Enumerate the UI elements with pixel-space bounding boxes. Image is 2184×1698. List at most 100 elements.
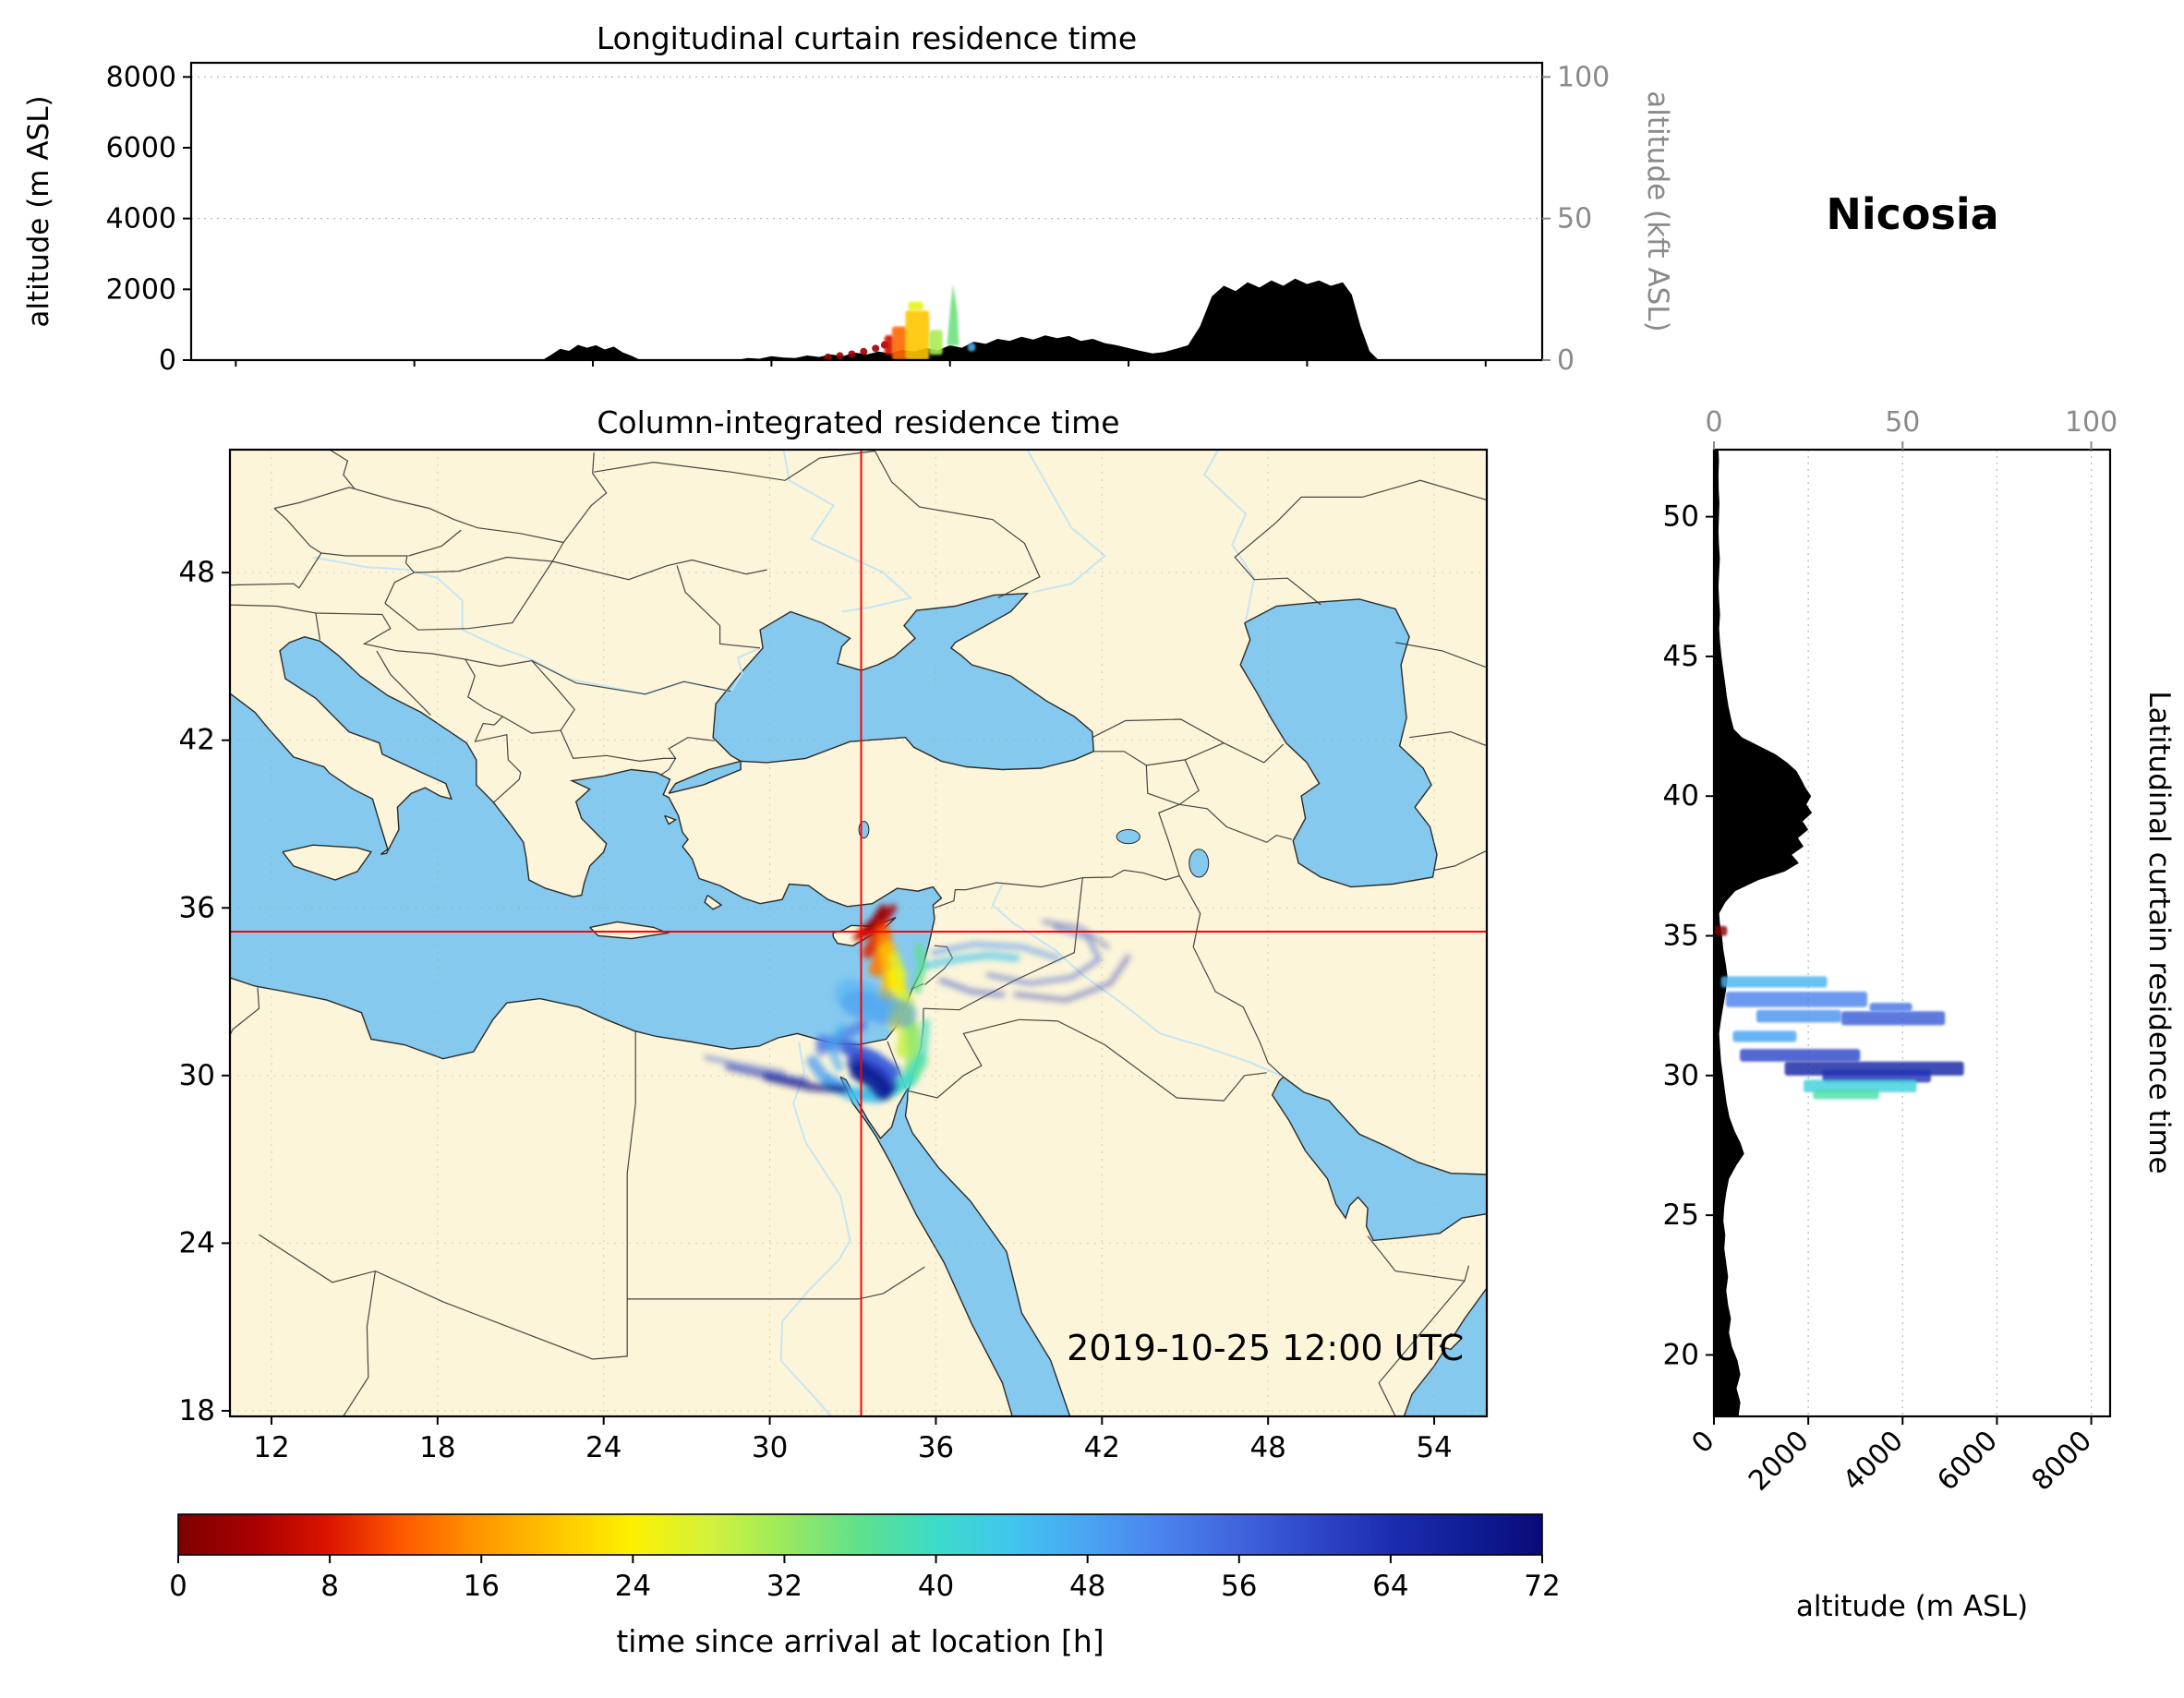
colorbar-tick-label: 8 [320, 1570, 339, 1603]
colorbar-tick-label: 72 [1524, 1570, 1560, 1603]
plume-streak [834, 979, 899, 1020]
country-border [230, 604, 382, 616]
lake-van [1116, 829, 1140, 845]
colorbar: 0 8 16 24 32 40 48 56 64 72 [169, 1513, 1561, 1603]
residence-patch [1813, 1089, 1879, 1100]
residence-dot [848, 350, 856, 358]
lon-tick-label: 36 [918, 1431, 954, 1464]
plume-streak [938, 977, 1006, 998]
residence-patch [1725, 992, 1867, 1007]
right-panel-content [1714, 450, 2093, 1416]
crete [589, 921, 670, 940]
country-border [376, 650, 431, 716]
y-tick-label-right: 50 [1557, 203, 1592, 235]
country-border [1409, 730, 1487, 747]
top-panel-ylabel-right: altitude (kft ASL) [1641, 90, 1674, 332]
lat-tick-label: 50 [1663, 500, 1699, 534]
residence-patch [1720, 976, 1828, 988]
country-border [1013, 877, 1083, 982]
y-tick-label: 0 [159, 344, 176, 377]
colorbar-gradient [177, 1513, 1543, 1556]
residence-patch [1714, 925, 1728, 936]
residence-patch [1732, 1030, 1797, 1042]
residence-patch [929, 330, 943, 355]
top-panel-content [191, 76, 1542, 360]
black-sea [712, 593, 1095, 771]
lon-tick-label: 54 [1416, 1431, 1452, 1464]
terrain-profile [1714, 450, 1813, 1416]
country-border [502, 660, 575, 734]
lake-urmia [1189, 849, 1210, 878]
colorbar-tick-label: 48 [1069, 1570, 1105, 1603]
lesbos [664, 814, 678, 825]
alt-tick-label: 2000 [1743, 1425, 1816, 1498]
plume-streak [725, 1064, 809, 1085]
country-border [414, 542, 564, 573]
country-border [465, 658, 568, 680]
country-border [329, 450, 356, 489]
map-panel-title: Column-integrated residence time [597, 404, 1120, 440]
map-panel: 12 18 24 30 36 42 48 54 18 24 30 36 42 48 [179, 448, 1489, 1464]
axes-spine [1712, 448, 2112, 1418]
colorbar-tick-label: 32 [766, 1570, 802, 1603]
country-border [320, 552, 415, 573]
lat-tick-label: 36 [179, 891, 215, 924]
country-border [1178, 875, 1285, 1078]
plume-streak [826, 1023, 847, 1072]
plume-streak [911, 944, 927, 994]
residence-patch [891, 326, 908, 360]
mediterranean-sea [230, 635, 943, 1060]
lat-tick-label: 42 [179, 724, 215, 757]
terrain-profile [191, 278, 1542, 360]
country-border [1158, 803, 1180, 876]
colorbar-label: time since arrival at location [h] [616, 1623, 1104, 1659]
longitudinal-panel-title: Longitudinal curtain residence time [596, 20, 1138, 56]
red-sea [839, 1076, 1071, 1416]
lon-tick-label: 42 [1084, 1431, 1120, 1464]
residence-patch [1840, 1011, 1946, 1026]
country-border [1234, 479, 1487, 606]
country-border [560, 729, 715, 763]
plume-streak [985, 924, 1102, 986]
latitudinal-curtain-panel: 20 25 30 35 40 45 50 0 2000 4000 6000 8000 0 50 100 [1663, 406, 2118, 1498]
rhodes [704, 895, 723, 910]
residence-patch [1822, 1069, 1931, 1083]
country-border [1378, 1382, 1396, 1416]
plume-streak [858, 904, 888, 938]
kft-tick-label: 100 [2065, 406, 2118, 439]
lon-tick-label: 48 [1249, 1431, 1285, 1464]
plume-streak [842, 1041, 901, 1081]
country-border [384, 560, 553, 631]
residence-patch [1756, 1009, 1841, 1023]
lat-tick-label: 24 [179, 1226, 215, 1259]
residence-patch [1869, 1003, 1913, 1012]
lat-tick-label: 30 [1663, 1059, 1699, 1092]
alt-tick-label: 8000 [2025, 1425, 2098, 1498]
residence-dot [824, 353, 832, 360]
residence-patch [905, 310, 930, 360]
country-border [354, 488, 564, 544]
country-border [1433, 849, 1487, 871]
country-border [408, 529, 462, 557]
colorbar-tick-label: 24 [615, 1570, 651, 1603]
country-border [343, 1270, 376, 1416]
residence-dot [836, 352, 844, 360]
y-tick-label: 4000 [106, 203, 176, 235]
lat-tick-label: 40 [1663, 779, 1699, 813]
kft-tick-label: 0 [1705, 406, 1722, 439]
river [779, 1042, 851, 1416]
lat-tick-label: 35 [1663, 920, 1699, 953]
plume-streak [806, 1055, 847, 1093]
colorbar-tick-label: 56 [1221, 1570, 1257, 1603]
country-border [1394, 642, 1487, 668]
residence-dot [872, 344, 880, 353]
plume-streak [903, 1018, 930, 1079]
country-border [567, 678, 731, 695]
country-border [1179, 803, 1292, 843]
residence-patch [908, 301, 923, 311]
lon-tick-label: 30 [752, 1431, 788, 1464]
country-border [1092, 718, 1285, 764]
colorbar-tick-label: 16 [463, 1570, 499, 1603]
alt-tick-label: 4000 [1837, 1425, 1910, 1498]
